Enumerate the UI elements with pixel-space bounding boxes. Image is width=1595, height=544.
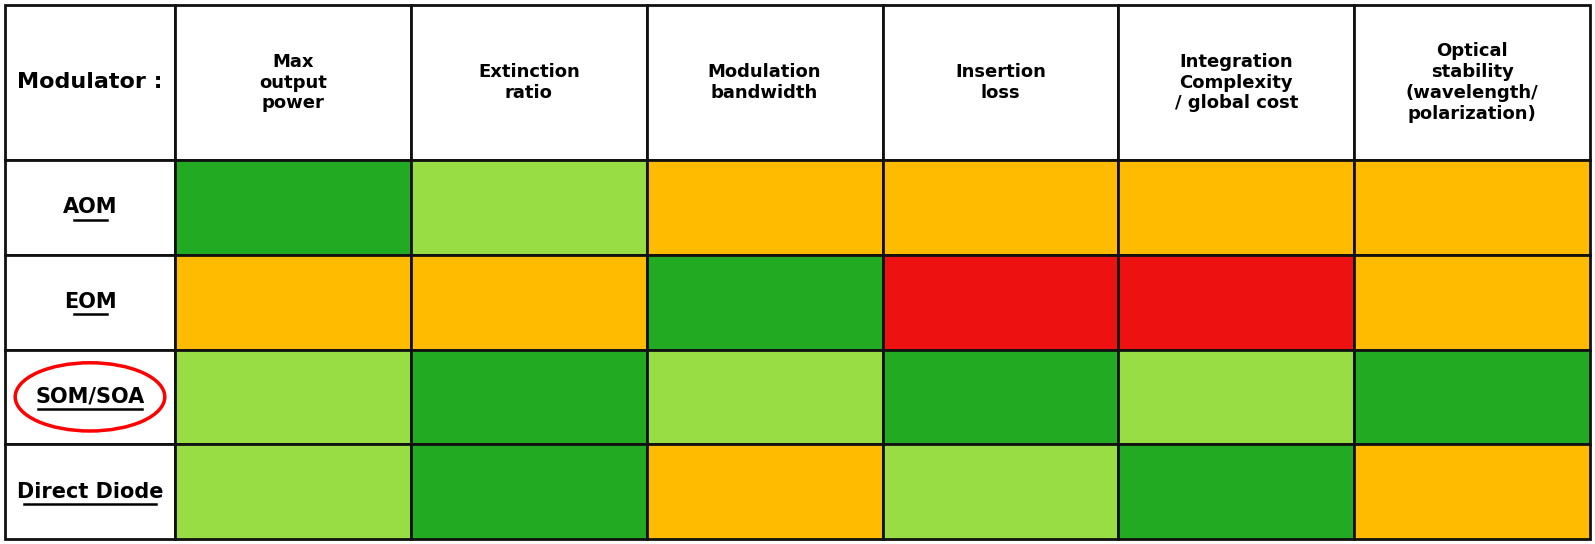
Bar bbox=[646, 255, 882, 349]
Bar bbox=[1354, 349, 1590, 444]
Bar bbox=[646, 5, 882, 160]
Bar bbox=[5, 160, 175, 255]
Bar bbox=[1354, 160, 1590, 255]
Bar bbox=[1118, 255, 1354, 349]
Text: Integration
Complexity
/ global cost: Integration Complexity / global cost bbox=[1174, 53, 1298, 112]
Text: Insertion
loss: Insertion loss bbox=[955, 63, 1046, 102]
Bar bbox=[175, 349, 412, 444]
Bar bbox=[882, 160, 1118, 255]
Text: Max
output
power: Max output power bbox=[258, 53, 327, 112]
Bar bbox=[5, 5, 175, 160]
Bar bbox=[412, 444, 646, 539]
Bar bbox=[412, 5, 646, 160]
Text: AOM: AOM bbox=[62, 197, 118, 218]
Bar bbox=[1118, 5, 1354, 160]
Bar bbox=[412, 349, 646, 444]
Bar bbox=[5, 444, 175, 539]
Bar bbox=[175, 5, 412, 160]
Bar bbox=[5, 255, 175, 349]
Bar bbox=[412, 160, 646, 255]
Bar bbox=[646, 349, 882, 444]
Bar bbox=[175, 255, 412, 349]
Text: Extinction
ratio: Extinction ratio bbox=[478, 63, 579, 102]
Bar bbox=[1354, 255, 1590, 349]
Bar bbox=[1354, 444, 1590, 539]
Text: Optical
stability
(wavelength/
polarization): Optical stability (wavelength/ polarizat… bbox=[1405, 42, 1539, 123]
Text: EOM: EOM bbox=[64, 292, 116, 312]
Text: Modulation
bandwidth: Modulation bandwidth bbox=[708, 63, 821, 102]
Bar bbox=[646, 160, 882, 255]
Bar bbox=[175, 160, 412, 255]
Bar bbox=[646, 444, 882, 539]
Bar bbox=[5, 349, 175, 444]
Bar bbox=[1354, 5, 1590, 160]
Bar bbox=[412, 255, 646, 349]
Bar bbox=[882, 349, 1118, 444]
Bar bbox=[882, 5, 1118, 160]
Bar bbox=[882, 255, 1118, 349]
Bar bbox=[1118, 349, 1354, 444]
Text: SOM/SOA: SOM/SOA bbox=[35, 387, 145, 407]
Text: Direct Diode: Direct Diode bbox=[18, 481, 163, 502]
Bar bbox=[175, 444, 412, 539]
Bar bbox=[1118, 160, 1354, 255]
Bar bbox=[1118, 444, 1354, 539]
Bar bbox=[882, 444, 1118, 539]
Text: Modulator :: Modulator : bbox=[18, 72, 163, 92]
